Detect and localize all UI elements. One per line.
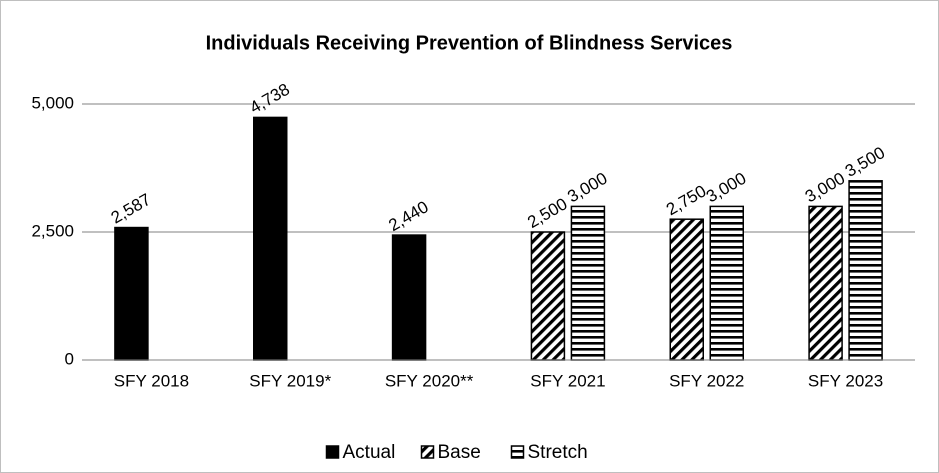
- bar: [114, 226, 149, 361]
- y-tick-label: 2,500: [31, 221, 74, 240]
- legend-swatch: [510, 445, 525, 459]
- bar: [530, 231, 566, 361]
- legend-label: Stretch: [528, 442, 588, 463]
- bar: [848, 180, 883, 361]
- y-tick-label: 5,000: [31, 93, 74, 112]
- x-tick-label: SFY 2018: [114, 371, 189, 390]
- x-tick-label: SFY 2021: [530, 371, 605, 390]
- legend-swatch: [420, 445, 435, 459]
- bar: [808, 205, 843, 361]
- bar: [253, 116, 288, 361]
- x-tick-label: SFY 2019*: [249, 371, 331, 390]
- y-tick-label: 0: [65, 349, 74, 368]
- x-tick-label: SFY 2023: [808, 371, 883, 390]
- legend-label: Actual: [343, 442, 396, 463]
- bar: [570, 205, 606, 361]
- legend-swatch: [325, 445, 340, 459]
- x-tick-label: SFY 2020**: [385, 371, 474, 390]
- chart-title: Individuals Receiving Prevention of Blin…: [206, 32, 733, 54]
- bar: [709, 205, 744, 361]
- bar: [669, 218, 704, 361]
- bar: [391, 234, 427, 361]
- x-tick-label: SFY 2022: [669, 371, 744, 390]
- legend-label: Base: [438, 442, 481, 463]
